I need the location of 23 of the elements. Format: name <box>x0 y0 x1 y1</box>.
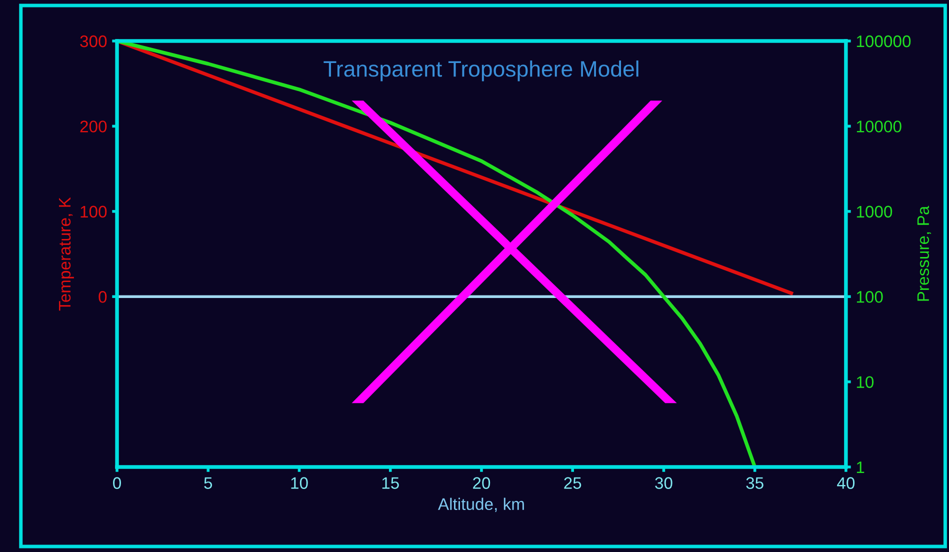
y2-axis-title: Pressure, Pa <box>917 206 932 301</box>
y2-tick-label: 1 <box>856 462 864 474</box>
y-tick-label: 0 <box>98 291 107 303</box>
y-axis-title: Temperature, K <box>59 197 74 311</box>
y-tick-label: 300 <box>80 35 107 48</box>
x-tick-label: 15 <box>382 477 399 489</box>
x-tick-label: 10 <box>291 477 308 489</box>
x-tick-label: 25 <box>564 477 582 489</box>
x-tick-label: 0 <box>113 477 121 489</box>
y2-tick-label: 10 <box>856 376 874 388</box>
y2-tick-label: 1000 <box>856 206 892 218</box>
x-tick-label: 5 <box>204 477 212 489</box>
y2-tick-label: 100000 <box>856 35 911 48</box>
x-axis-title: Altitude, km <box>438 498 524 512</box>
y2-tick-label: 10000 <box>856 120 902 132</box>
y-tick-label: 200 <box>80 120 107 132</box>
x-tick-label: 20 <box>473 477 490 489</box>
x-tick-label: 40 <box>837 477 855 489</box>
y-tick-label: 100 <box>80 206 107 218</box>
x-tick-label: 35 <box>746 477 764 489</box>
y2-tick-label: 100 <box>856 291 883 303</box>
x-tick-label: 30 <box>655 477 672 489</box>
text: Transparent Troposphere Model <box>324 60 638 82</box>
